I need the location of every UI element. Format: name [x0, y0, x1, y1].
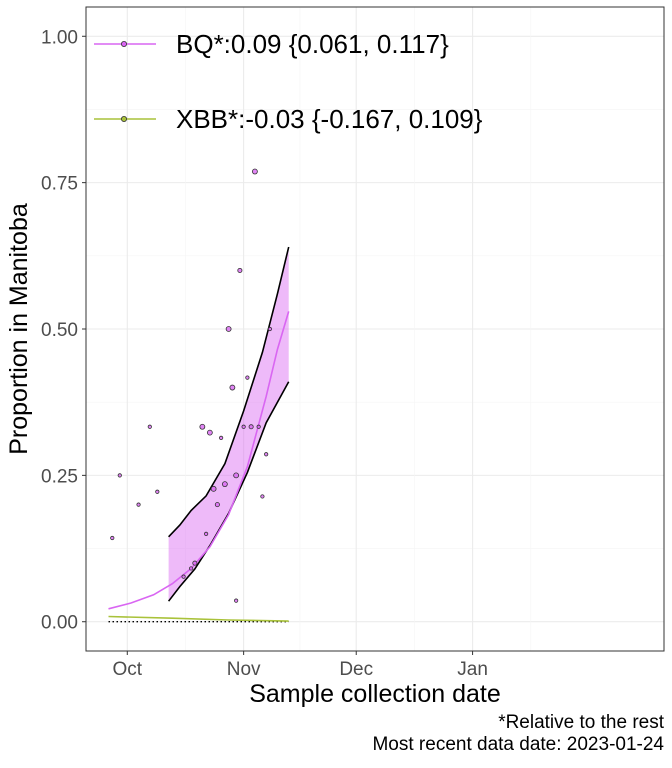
data-point: [155, 489, 160, 494]
fit-line: [108, 311, 290, 610]
y-tick-label: 0.75: [41, 174, 78, 195]
data-point: [117, 473, 122, 478]
grid: [86, 7, 664, 651]
legend-key-point: [121, 41, 128, 48]
data-point: [219, 435, 224, 440]
y-axis-title: Proportion in Manitoba: [5, 203, 33, 455]
x-tick-label: Nov: [227, 659, 261, 680]
x-axis-ticks: Oct Nov Dec Jan: [113, 651, 488, 680]
legend-key-point: [121, 116, 128, 123]
caption-line-2: Most recent data date: 2023-01-24: [372, 734, 664, 755]
data-point: [181, 574, 186, 579]
y-tick-label: 0.00: [41, 613, 78, 634]
caption-line-1: *Relative to the rest: [498, 712, 664, 733]
data-point: [110, 535, 115, 541]
data-point: [256, 424, 261, 429]
legend-label: XBB*:-0.03 {-0.167, 0.109}: [176, 104, 483, 134]
caption: *Relative to the rest Most recent data d…: [372, 712, 664, 756]
data-point: [237, 267, 243, 273]
data-point: [234, 598, 239, 603]
data-point: [251, 168, 258, 175]
legend-label: BQ*:0.09 {0.061, 0.117}: [176, 29, 449, 59]
data-point: [214, 502, 220, 508]
confidence-upper-line: [168, 246, 290, 538]
data-point: [192, 560, 198, 566]
x-axis-title: Sample collection date: [249, 680, 501, 708]
confidence-band: [167, 246, 290, 602]
y-tick-label: 1.00: [41, 27, 78, 48]
data-point: [199, 423, 206, 430]
data-point: [188, 566, 194, 571]
y-tick-label: 0.50: [41, 320, 78, 341]
data-point: [260, 494, 265, 499]
data-points: [110, 168, 273, 603]
x-tick-label: Jan: [457, 659, 488, 680]
data-point: [241, 424, 246, 429]
data-point: [204, 531, 209, 537]
data-point: [210, 485, 217, 492]
data-point: [229, 384, 236, 391]
data-point: [147, 424, 152, 429]
data-point: [233, 472, 240, 479]
y-axis-ticks: 0.00 0.25 0.50 0.75 1.00: [41, 27, 86, 634]
data-point: [221, 481, 228, 488]
x-tick-label: Oct: [113, 659, 143, 680]
x-tick-label: Dec: [339, 659, 373, 680]
data-point: [136, 502, 141, 507]
data-point: [206, 429, 213, 436]
data-point: [225, 326, 232, 332]
data-point: [264, 452, 269, 457]
confidence-band-fill: [168, 247, 289, 602]
data-point: [267, 326, 273, 332]
data-point: [248, 424, 254, 430]
fit-line: [108, 615, 289, 622]
y-tick-label: 0.25: [41, 466, 78, 487]
data-point: [245, 375, 250, 380]
legend: BQ*:0.09 {0.061, 0.117} XBB*:-0.03 {-0.16…: [94, 29, 483, 134]
fit-lines: [108, 311, 290, 623]
